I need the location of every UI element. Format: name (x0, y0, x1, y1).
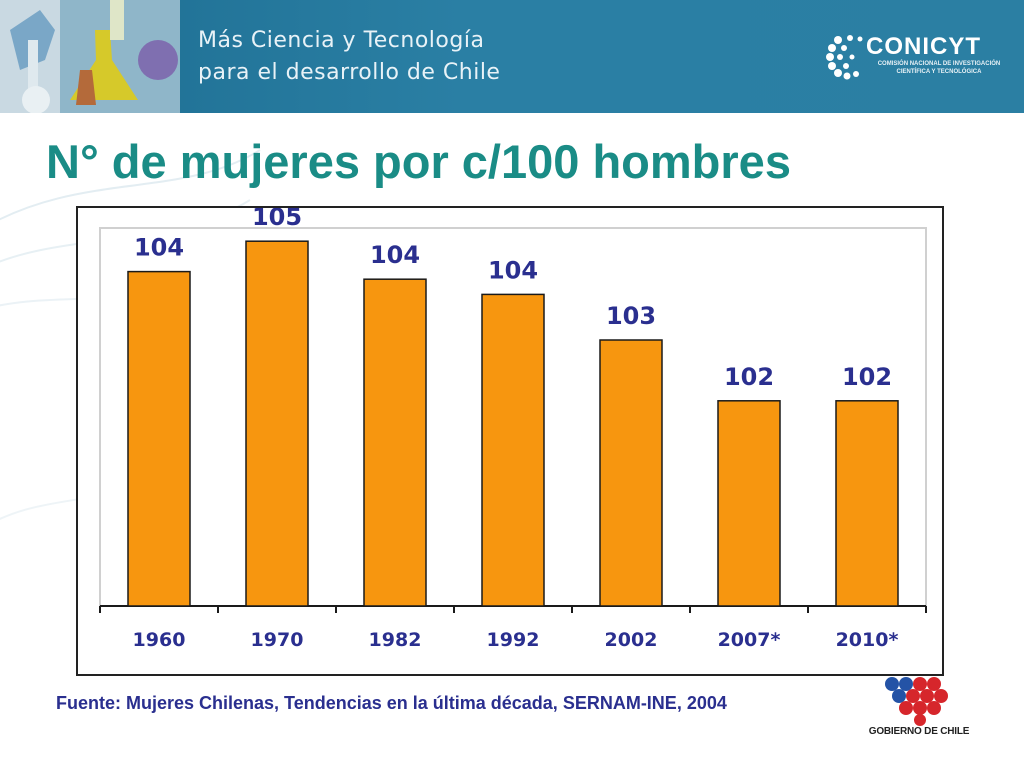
bar-chart: 104 1960 105 1970 104 1982 104 1992 103 2002 102 20… (99, 208, 927, 651)
bar-value-label: 104 (370, 241, 420, 269)
x-tick-label: 2002 (605, 629, 658, 651)
slide-title: N° de mujeres por c/100 hombres (46, 135, 791, 188)
x-tick-label: 1970 (251, 629, 304, 651)
bar-1960 (127, 270, 191, 607)
bar-value-label: 105 (252, 208, 302, 231)
x-tick-label: 2010* (836, 629, 899, 651)
bar-value-label: 102 (842, 363, 892, 391)
bar-2002 (599, 339, 663, 607)
bar-1992 (481, 293, 545, 607)
chart-frame: 104 1960 105 1970 104 1982 104 1992 103 2002 102 20… (76, 206, 944, 676)
x-tick-label: 1992 (487, 629, 540, 651)
bar-value-label: 103 (606, 302, 656, 330)
bar-value-label: 104 (488, 256, 538, 284)
bar-value-label: 104 (134, 234, 184, 262)
source-note: Fuente: Mujeres Chilenas, Tendencias en … (56, 693, 727, 713)
gobierno-de-chile-logo-icon (885, 677, 948, 726)
conicyt-logo-icon (826, 35, 863, 80)
bar-value-label: 102 (724, 363, 774, 391)
bar-1982 (363, 278, 427, 607)
conicyt-logo-text: CONICYT (866, 33, 981, 60)
conicyt-logo-subtitle: COMISIÓN NACIONAL DE INVESTIGACIÓN CIENT… (877, 61, 1001, 75)
gobierno-de-chile-text: GOBIERNO DE CHILE (868, 726, 970, 737)
x-tick-label: 2007* (718, 629, 781, 651)
header-tagline-line1: Más Ciencia y Tecnología (198, 28, 485, 53)
x-tick-label: 1982 (369, 629, 422, 651)
bar-1970 (245, 240, 309, 607)
bar-2010 (835, 400, 899, 607)
header-tagline-line2: para el desarrollo de Chile (198, 60, 501, 85)
x-tick-label: 1960 (133, 629, 186, 651)
lab-photo-image (0, 0, 180, 113)
bar-2007 (717, 400, 781, 607)
header-banner: Más Ciencia y Tecnología para el desarro… (0, 0, 1024, 113)
